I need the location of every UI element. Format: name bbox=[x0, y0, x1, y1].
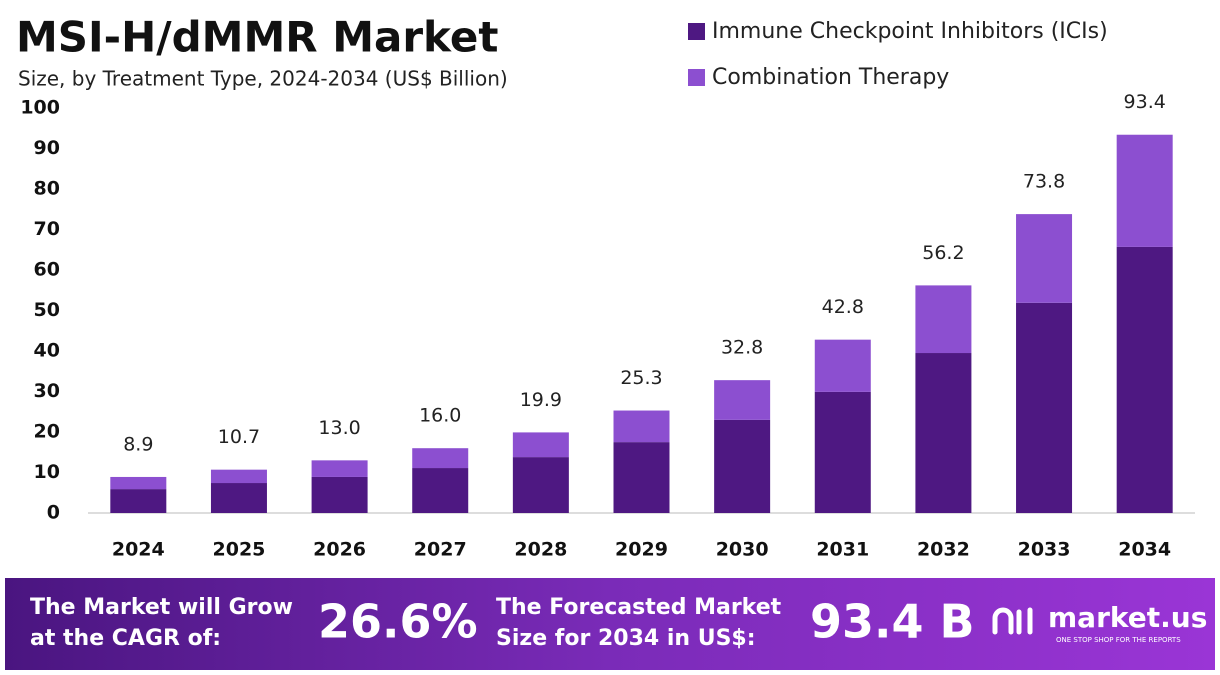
y-tick-label: 40 bbox=[34, 340, 60, 362]
x-tick-label: 2034 bbox=[1118, 539, 1171, 561]
total-label: 13.0 bbox=[318, 417, 360, 439]
logo-icon bbox=[992, 607, 1033, 635]
total-label: 25.3 bbox=[620, 367, 662, 389]
y-tick-label: 50 bbox=[34, 299, 60, 321]
bar-segment bbox=[210, 483, 267, 513]
legend-label: Combination Therapy bbox=[712, 65, 949, 90]
bar-segment bbox=[110, 476, 167, 490]
bar-segment bbox=[311, 476, 368, 513]
x-tick-label: 2024 bbox=[112, 539, 165, 561]
legend-label: Immune Checkpoint Inhibitors (ICIs) bbox=[712, 19, 1108, 44]
total-label: 93.4 bbox=[1124, 91, 1166, 113]
x-tick-label: 2032 bbox=[917, 539, 970, 561]
legend-swatch bbox=[688, 23, 705, 40]
bar-segment bbox=[512, 457, 569, 513]
tagline: ONE STOP SHOP FOR THE REPORTS bbox=[1056, 636, 1181, 644]
chart-title: MSI-H/dMMR Market bbox=[16, 13, 498, 62]
x-tick-label: 2026 bbox=[313, 539, 366, 561]
y-tick-label: 70 bbox=[34, 218, 60, 240]
total-label: 10.7 bbox=[218, 426, 260, 448]
chart-subtitle: Size, by Treatment Type, 2024-2034 (US$ … bbox=[18, 67, 508, 91]
bar-segment bbox=[915, 353, 972, 513]
bar-segment bbox=[714, 419, 771, 513]
bar-segment bbox=[412, 448, 469, 469]
total-label: 42.8 bbox=[822, 296, 864, 318]
total-label: 19.9 bbox=[520, 389, 562, 411]
y-tick-label: 10 bbox=[34, 461, 60, 483]
x-tick-label: 2025 bbox=[213, 539, 266, 561]
bar-segment bbox=[714, 380, 771, 420]
bar-segment bbox=[210, 469, 267, 484]
x-tick-label: 2027 bbox=[414, 539, 467, 561]
y-tick-label: 80 bbox=[34, 178, 60, 200]
bar-segment bbox=[110, 489, 167, 513]
x-tick-label: 2033 bbox=[1018, 539, 1071, 561]
footer-label: The Market will Grow bbox=[30, 595, 293, 620]
bar-segment bbox=[915, 285, 972, 354]
x-tick-label: 2028 bbox=[514, 539, 567, 561]
x-tick-label: 2030 bbox=[716, 539, 769, 561]
bar-segment bbox=[1016, 214, 1073, 303]
x-tick-label: 2029 bbox=[615, 539, 668, 561]
bar-segment bbox=[1116, 134, 1173, 247]
bar-segment bbox=[512, 432, 569, 458]
bar-segment bbox=[1116, 246, 1173, 514]
bar-segment bbox=[814, 391, 871, 513]
footer-cagr: 26.6% bbox=[318, 595, 478, 649]
x-tick-label: 2031 bbox=[816, 539, 869, 561]
y-tick-label: 20 bbox=[34, 421, 60, 443]
bar-segment bbox=[613, 410, 670, 443]
footer-label: The Forecasted Market bbox=[496, 595, 782, 620]
total-label: 8.9 bbox=[123, 433, 153, 455]
y-tick-label: 60 bbox=[34, 259, 60, 281]
y-tick-label: 90 bbox=[34, 137, 60, 159]
footer-label: Size for 2034 in US$: bbox=[496, 626, 756, 651]
brand: market.us bbox=[1048, 601, 1207, 634]
footer-label: at the CAGR of: bbox=[30, 626, 221, 651]
total-label: 32.8 bbox=[721, 337, 763, 359]
legend-swatch bbox=[688, 69, 705, 86]
y-tick-label: 100 bbox=[20, 97, 60, 119]
y-tick-label: 30 bbox=[34, 380, 60, 402]
bar-segment bbox=[613, 442, 670, 513]
total-label: 56.2 bbox=[922, 242, 964, 264]
total-label: 73.8 bbox=[1023, 171, 1065, 193]
bar-segment bbox=[1016, 302, 1073, 513]
y-tick-label: 0 bbox=[47, 502, 60, 524]
bar-segment bbox=[814, 339, 871, 392]
total-label: 16.0 bbox=[419, 405, 461, 427]
bar-segment bbox=[412, 468, 469, 513]
footer-banner bbox=[5, 578, 1215, 670]
footer-forecast: 93.4 B bbox=[810, 595, 975, 649]
bar-segment bbox=[311, 460, 368, 477]
